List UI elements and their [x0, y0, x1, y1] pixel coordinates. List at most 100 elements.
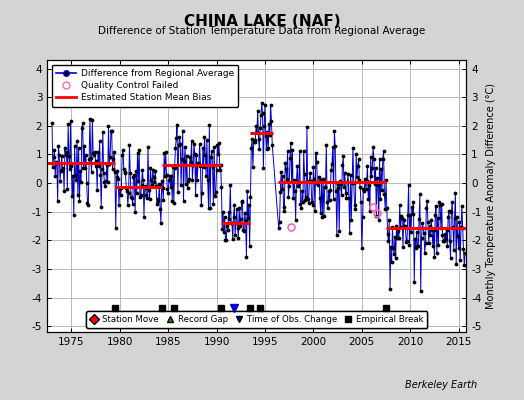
Point: [375, 217, 383, 224]
Point: [381, 206, 389, 212]
Point: [395, 235, 403, 241]
Point: [280, 207, 289, 214]
Point: [415, 216, 423, 222]
Point: [113, 168, 122, 174]
Point: [185, 176, 193, 182]
Point: [52, 158, 60, 165]
Point: [258, 110, 267, 116]
Point: [408, 204, 416, 210]
Point: [71, 172, 80, 178]
Point: [65, 153, 73, 160]
Point: [129, 174, 138, 180]
Point: [149, 166, 157, 173]
Point: [161, 172, 169, 179]
Point: [303, 196, 312, 202]
Point: [104, 123, 113, 130]
Point: [118, 152, 126, 158]
Point: [396, 202, 404, 208]
Point: [86, 154, 95, 161]
Point: [132, 168, 140, 174]
Point: [197, 201, 205, 208]
Point: [345, 195, 353, 201]
Point: [335, 228, 343, 234]
Point: [212, 167, 221, 174]
Point: [70, 212, 78, 218]
Point: [456, 257, 464, 263]
Point: [419, 225, 427, 231]
Point: [163, 186, 171, 192]
Point: [306, 170, 314, 176]
Point: [442, 227, 451, 233]
Point: [417, 235, 425, 241]
Point: [344, 171, 352, 177]
Point: [109, 156, 117, 162]
Point: [307, 177, 315, 184]
Point: [148, 182, 156, 189]
Point: [266, 102, 275, 108]
Point: [61, 152, 70, 159]
Point: [275, 225, 283, 232]
Point: [283, 148, 292, 154]
Point: [392, 223, 401, 229]
Point: [88, 169, 96, 175]
Point: [430, 254, 439, 260]
Point: [166, 173, 174, 179]
Point: [426, 231, 434, 238]
Point: [235, 204, 243, 211]
Point: [457, 224, 465, 230]
Point: [421, 240, 430, 246]
Point: [290, 177, 298, 183]
Point: [208, 148, 216, 154]
Point: [370, 181, 379, 187]
Point: [293, 162, 301, 169]
Point: [316, 210, 325, 216]
Point: [454, 245, 463, 252]
Point: [79, 120, 87, 126]
Point: [370, 155, 378, 162]
Point: [354, 156, 363, 162]
Point: [207, 154, 215, 160]
Point: [459, 246, 467, 252]
Point: [137, 182, 146, 188]
Point: [128, 194, 136, 201]
Point: [440, 238, 449, 244]
Point: [255, 146, 264, 152]
Point: [242, 218, 250, 224]
Point: [173, 189, 182, 196]
Point: [80, 142, 89, 149]
Point: [92, 162, 101, 169]
Point: [425, 222, 434, 229]
Point: [305, 178, 313, 184]
Point: [165, 177, 173, 183]
Point: [323, 199, 331, 205]
Point: [435, 198, 443, 205]
Point: [248, 136, 256, 142]
Point: [121, 170, 129, 176]
Point: [63, 186, 71, 192]
Point: [422, 205, 431, 212]
Point: [412, 229, 421, 235]
Point: [434, 242, 443, 248]
Point: [300, 171, 309, 177]
Legend: Station Move, Record Gap, Time of Obs. Change, Empirical Break: Station Move, Record Gap, Time of Obs. C…: [86, 311, 428, 328]
Point: [94, 149, 102, 156]
Point: [432, 202, 440, 209]
Point: [138, 166, 147, 173]
Point: [367, 173, 376, 180]
Point: [428, 227, 436, 233]
Point: [95, 138, 104, 145]
Point: [318, 214, 326, 220]
Point: [216, 162, 225, 168]
Point: [366, 154, 375, 160]
Point: [252, 123, 260, 129]
Point: [327, 166, 335, 173]
Point: [377, 166, 385, 172]
Point: [409, 198, 418, 205]
Point: [108, 166, 117, 172]
Point: [356, 184, 364, 191]
Point: [119, 166, 128, 172]
Point: [453, 214, 461, 220]
Point: [107, 128, 116, 134]
Point: [107, 128, 115, 134]
Point: [76, 168, 84, 174]
